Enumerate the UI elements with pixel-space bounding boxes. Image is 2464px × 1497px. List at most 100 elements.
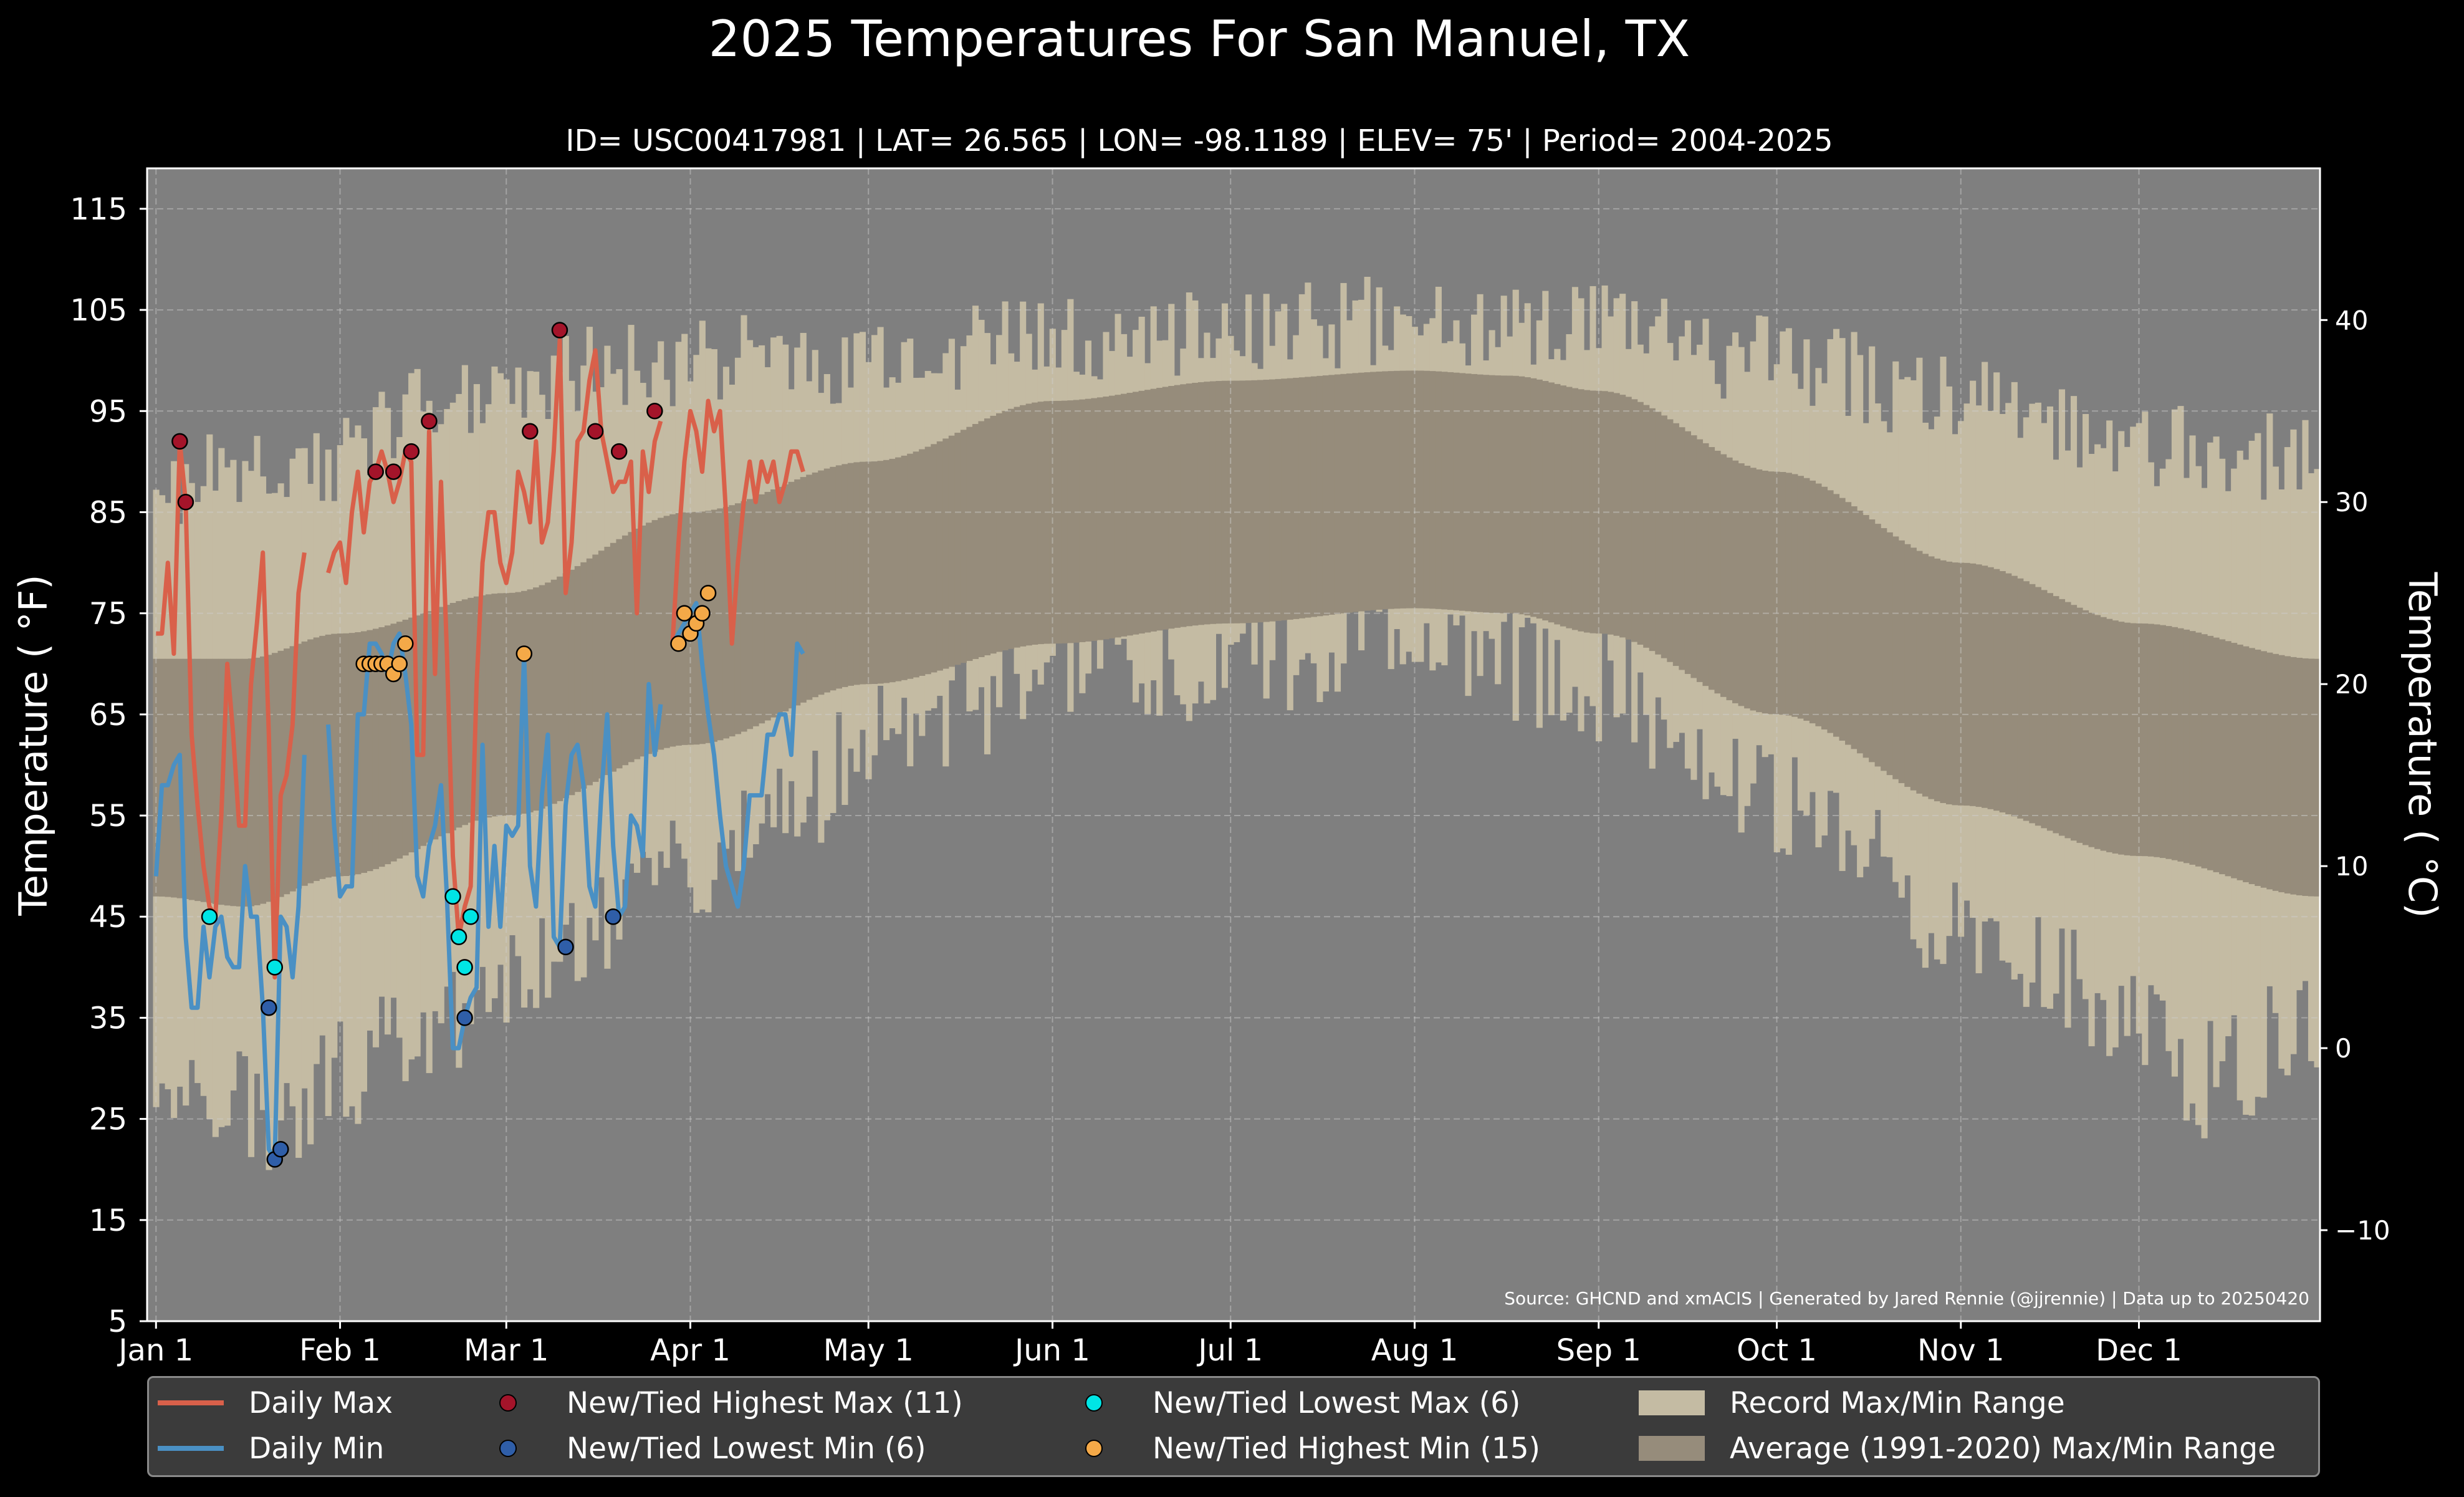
normal-bar [759, 494, 765, 724]
normal-bar [841, 464, 848, 687]
normal-bar [456, 601, 463, 828]
normal-bar [586, 558, 593, 786]
normal-bar [1571, 388, 1579, 630]
normal-bar [1904, 544, 1911, 787]
normal-bar [877, 461, 884, 684]
normal-bar [367, 630, 373, 872]
y-tick-label: 75 [89, 597, 127, 632]
normal-bar [895, 457, 902, 681]
normal-bar [200, 658, 207, 902]
normal-bar [1251, 380, 1258, 623]
chart-subtitle: ID= USC00417981 | LAT= 26.565 | LON= -98… [565, 123, 1833, 158]
normal-bar [1156, 388, 1163, 631]
normal-bar [159, 658, 166, 897]
record-low-min-point [261, 999, 277, 1016]
normal-bar [1608, 392, 1614, 635]
normal-bar [1061, 400, 1068, 643]
normal-bar [1043, 401, 1050, 644]
x-axis: Jan 1 Feb 1 Mar 1 Apr 1 May 1 Jun 1 Jul 1 Aug 1… [117, 1321, 2182, 1368]
normal-bar [1708, 447, 1715, 690]
normal-bar [1376, 371, 1383, 610]
normal-bar [2136, 623, 2142, 856]
normal-bar [295, 643, 302, 889]
normal-bar [1364, 372, 1371, 611]
x-tick-label: Mar 1 [464, 1333, 549, 1368]
record-high-min-point [699, 584, 717, 602]
x-tick-label: Feb 1 [299, 1333, 381, 1368]
normal-bar [247, 658, 255, 907]
normal-bar [503, 593, 510, 816]
normal-bar [931, 444, 937, 673]
record-high-max-point [551, 322, 568, 339]
normal-bar [901, 455, 908, 680]
normal-bar [1619, 395, 1626, 638]
normal-bar [1346, 373, 1353, 613]
record-markers [171, 322, 717, 1168]
normal-bar [2046, 593, 2053, 831]
normal-bar [924, 446, 931, 675]
normal-bar [883, 460, 890, 683]
normal-bar [2005, 573, 2012, 815]
x-tick-label: Sep 1 [1556, 1333, 1641, 1368]
y-tick-right-label: 40 [2335, 305, 2368, 335]
legend-label: New/Tied Highest Min (15) [1153, 1431, 1540, 1466]
normal-bar [1453, 372, 1460, 610]
normal-bar [206, 658, 213, 903]
normal-bar [752, 496, 759, 726]
normal-bar [1197, 382, 1204, 625]
plot-frame [146, 167, 2321, 1322]
normal-bar [1465, 373, 1472, 612]
normal-bar [610, 542, 617, 772]
normal-bar [1322, 375, 1329, 616]
normal-bar [1014, 407, 1020, 648]
normal-bar [598, 551, 605, 779]
normal-bar [1204, 382, 1210, 625]
normal-bar [1411, 370, 1418, 609]
normal-bar [1423, 370, 1430, 609]
normal-bar [337, 633, 343, 877]
normal-bar [1316, 375, 1323, 617]
normal-bar [741, 501, 747, 732]
y-tick-label: 65 [89, 698, 127, 733]
normal-bar [188, 658, 195, 900]
record-low-max-point [266, 959, 284, 976]
normal-bar [2195, 632, 2202, 867]
normal-bar [449, 603, 456, 830]
normal-bar [1785, 473, 1792, 716]
normal-bar [2225, 641, 2232, 877]
x-tick-label: Nov 1 [1917, 1333, 2004, 1368]
y-tick-right-label: 10 [2335, 851, 2368, 882]
normal-bar [1667, 419, 1674, 662]
normal-bar [2243, 646, 2250, 882]
record-high-max-point [522, 423, 539, 440]
normal-bar [1215, 381, 1222, 624]
normal-bar [640, 525, 646, 757]
normal-bar [1488, 375, 1495, 613]
normal-bar [384, 625, 391, 865]
normal-bar [1762, 470, 1768, 714]
normal-bar [568, 569, 575, 796]
record-low-min-point [272, 1141, 289, 1158]
normal-bar [2083, 610, 2089, 845]
normal-bar [491, 594, 498, 817]
record-high-max-point [403, 443, 420, 460]
normal-bar [1459, 373, 1466, 611]
normal-bar [1851, 506, 1858, 749]
normal-bar [2284, 656, 2291, 893]
normal-bar [1714, 450, 1721, 694]
normal-bar [1560, 385, 1566, 627]
normal-bar [2058, 599, 2066, 836]
legend-label: New/Tied Lowest Max (6) [1153, 1385, 1521, 1420]
normal-bar [1803, 478, 1810, 721]
normal-bar [972, 424, 979, 659]
normal-bar [2070, 605, 2078, 841]
normal-bar [557, 576, 563, 801]
normal-bar [1548, 382, 1555, 623]
normal-bar [402, 619, 409, 856]
normal-bar [574, 566, 581, 792]
normal-bar [1079, 399, 1086, 642]
normal-bar [1234, 380, 1240, 623]
x-tick-label: Jul 1 [1196, 1333, 1263, 1368]
normal-bar [1257, 380, 1264, 623]
normal-bar [1049, 401, 1056, 644]
